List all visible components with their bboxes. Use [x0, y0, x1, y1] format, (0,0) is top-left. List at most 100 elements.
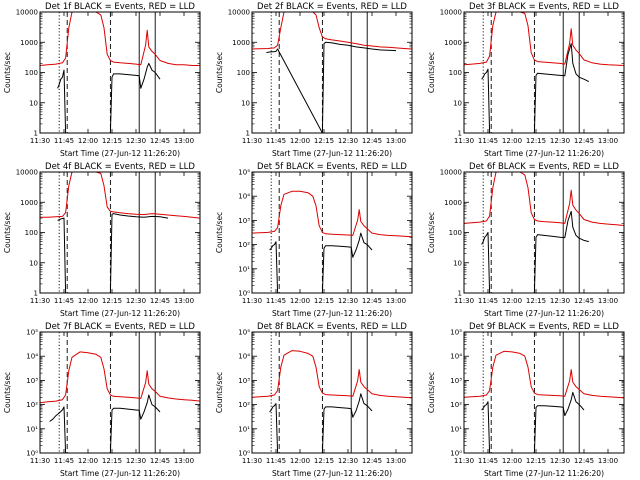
x-tick-label: 13:00	[386, 297, 406, 305]
plot-frame	[39, 171, 201, 294]
x-tick-label: 13:00	[386, 137, 406, 145]
x-tick-label: 12:45	[362, 137, 382, 145]
y-tick-label: 1000	[444, 39, 462, 47]
panel-title: Det 5f BLACK = Events, RED = LLD	[257, 162, 407, 172]
x-tick-label: 13:00	[174, 297, 194, 305]
x-tick-label: 12:30	[126, 137, 146, 145]
y-tick-label: 1000	[20, 39, 38, 47]
x-axis-title: Start Time (27-Jun-12 11:26:20)	[60, 309, 180, 318]
x-axis-title: Start Time (27-Jun-12 11:26:20)	[484, 309, 604, 318]
y-tick-label: 1	[458, 290, 462, 298]
series-group	[464, 350, 624, 453]
y-tick-label: 100	[449, 229, 462, 237]
panel-det-8f: Det 8f BLACK = Events, RED = LLD Counts/s…	[215, 322, 413, 478]
y-tick-label: 10²	[238, 401, 250, 409]
x-tick-label: 12:30	[338, 137, 358, 145]
x-tick-label: 12:15	[102, 137, 122, 145]
x-axis-title: Start Time (27-Jun-12 11:26:20)	[484, 149, 604, 158]
y-tick-label: 10000	[16, 9, 38, 17]
plot-frame	[251, 171, 413, 294]
x-tick-label: 11:30	[454, 457, 474, 465]
series-line-lld	[252, 350, 412, 399]
y-axis-title: Counts/sec	[215, 372, 224, 413]
y-tick-label: 10	[453, 99, 462, 107]
y-axis-title: Counts/sec	[427, 52, 436, 93]
y-tick-label: 10³	[238, 377, 250, 385]
plot-frame	[463, 11, 625, 134]
series-line-events	[269, 393, 373, 453]
y-tick-label: 10⁴	[238, 353, 250, 361]
y-tick-label: 10¹	[238, 425, 250, 433]
plot-frame	[39, 331, 201, 454]
x-tick-label: 13:00	[598, 137, 618, 145]
x-tick-label: 12:15	[526, 137, 546, 145]
y-tick-label: 10⁰	[238, 290, 250, 298]
series-line-lld	[40, 12, 200, 66]
x-tick-label: 12:15	[102, 297, 122, 305]
y-tick-label: 10⁴	[238, 193, 250, 201]
x-tick-label: 12:30	[550, 457, 570, 465]
panel-title: Det 8f BLACK = Events, RED = LLD	[257, 322, 407, 332]
series-group	[464, 12, 624, 133]
series-group	[40, 172, 200, 293]
panel-det-3f: Det 3f BLACK = Events, RED = LLD Counts/s…	[427, 2, 625, 158]
panel-title: Det 3f BLACK = Events, RED = LLD	[469, 2, 619, 12]
x-axis-title: Start Time (27-Jun-12 11:26:20)	[272, 149, 392, 158]
series-line-lld	[252, 12, 412, 50]
x-tick-label: 12:45	[362, 297, 382, 305]
x-tick-label: 12:00	[290, 137, 310, 145]
panel-det-2f: Det 2f BLACK = Events, RED = LLD Counts/s…	[215, 2, 413, 158]
x-tick-label: 12:30	[338, 297, 358, 305]
y-tick-label: 1	[34, 130, 38, 138]
y-axis-title: Counts/sec	[215, 212, 224, 253]
y-tick-label: 100	[25, 229, 38, 237]
x-tick-label: 12:30	[126, 297, 146, 305]
x-tick-label: 12:45	[150, 457, 170, 465]
y-tick-label: 10²	[450, 401, 462, 409]
x-axis-title: Start Time (27-Jun-12 11:26:20)	[60, 149, 180, 158]
x-tick-label: 11:45	[54, 297, 74, 305]
x-tick-label: 12:30	[338, 457, 358, 465]
y-tick-label: 10	[29, 259, 38, 267]
y-tick-label: 10²	[26, 401, 38, 409]
plot-frame	[463, 171, 625, 294]
x-tick-label: 12:45	[150, 297, 170, 305]
x-tick-label: 12:00	[502, 297, 522, 305]
x-tick-label: 11:45	[266, 457, 286, 465]
y-tick-label: 1000	[20, 199, 38, 207]
series-line-events	[57, 62, 161, 133]
y-tick-label: 100	[237, 69, 250, 77]
y-tick-label: 10⁵	[26, 329, 38, 337]
y-tick-label: 10⁵	[450, 329, 462, 337]
x-tick-label: 11:30	[30, 137, 50, 145]
x-tick-label: 13:00	[598, 297, 618, 305]
x-tick-label: 13:00	[174, 137, 194, 145]
x-tick-label: 12:00	[290, 457, 310, 465]
panel-title: Det 9f BLACK = Events, RED = LLD	[469, 322, 619, 332]
series-line-lld	[40, 351, 200, 404]
y-tick-label: 1	[246, 130, 250, 138]
panel-det-4f: Det 4f BLACK = Events, RED = LLD Counts/s…	[3, 162, 201, 318]
x-tick-label: 12:00	[502, 137, 522, 145]
y-axis-title: Counts/sec	[3, 372, 12, 413]
x-tick-label: 11:30	[30, 297, 50, 305]
y-tick-label: 10⁰	[26, 450, 38, 458]
y-tick-label: 10	[241, 99, 250, 107]
y-tick-label: 1000	[444, 199, 462, 207]
x-tick-label: 12:15	[526, 457, 546, 465]
y-tick-label: 10³	[450, 377, 462, 385]
x-tick-label: 11:30	[30, 457, 50, 465]
x-tick-label: 12:15	[102, 457, 122, 465]
x-tick-label: 12:00	[78, 137, 98, 145]
x-tick-label: 13:00	[598, 457, 618, 465]
x-tick-label: 12:30	[550, 297, 570, 305]
series-line-events	[481, 391, 585, 453]
series-group	[40, 12, 200, 133]
x-tick-label: 11:45	[54, 457, 74, 465]
series-line-events	[481, 210, 589, 293]
series-group	[40, 351, 200, 453]
x-tick-label: 12:15	[314, 457, 334, 465]
x-tick-label: 12:45	[574, 457, 594, 465]
x-tick-label: 12:00	[78, 457, 98, 465]
